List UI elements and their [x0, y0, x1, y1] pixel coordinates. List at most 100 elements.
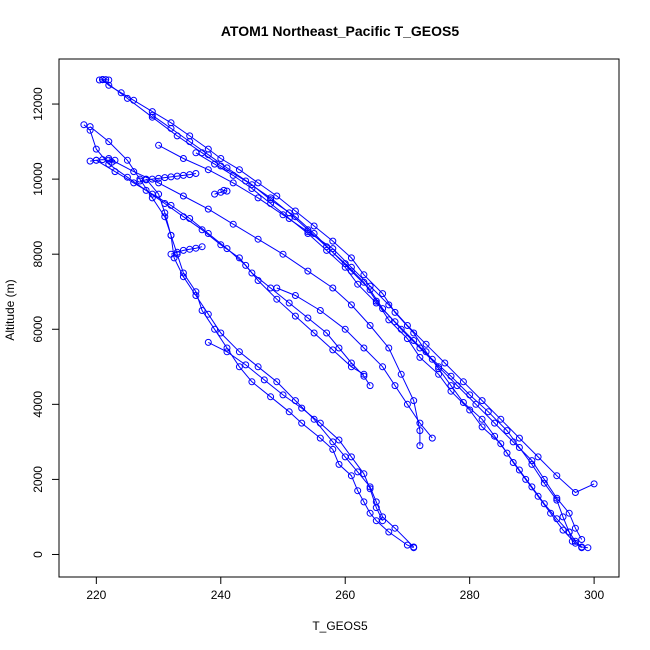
x-axis: 220 240 260 280 300	[86, 576, 604, 602]
data-point	[410, 543, 418, 551]
data-point	[435, 370, 443, 378]
data-point	[397, 325, 405, 333]
data-point	[242, 361, 250, 369]
data-point	[192, 292, 200, 299]
x-tick-label: 280	[460, 588, 480, 602]
data-point	[522, 475, 530, 483]
data-point	[366, 322, 374, 329]
data-point	[416, 427, 424, 435]
data-point	[291, 312, 299, 320]
data-point	[385, 528, 393, 536]
data-point	[428, 355, 436, 363]
data-point	[360, 344, 368, 352]
data-point	[385, 316, 393, 324]
data-point	[111, 168, 119, 176]
data-point	[267, 393, 275, 401]
data-point	[335, 344, 343, 352]
data-point	[254, 235, 262, 243]
data-point	[341, 325, 349, 333]
data-point	[478, 423, 486, 431]
series-14	[167, 243, 206, 258]
data-point	[310, 222, 318, 230]
data-point	[323, 246, 331, 254]
data-point	[347, 453, 355, 461]
data-point	[391, 318, 399, 326]
data-point	[198, 226, 206, 234]
data-point	[416, 353, 424, 361]
x-tick-label: 220	[86, 588, 106, 602]
data-point	[254, 194, 262, 202]
data-point	[167, 124, 175, 132]
data-point	[503, 449, 511, 457]
data-point	[248, 378, 256, 386]
data-point	[211, 160, 219, 168]
data-point	[123, 94, 131, 102]
series-11	[142, 175, 418, 551]
data-point	[179, 155, 187, 162]
data-point	[291, 292, 299, 299]
data-point	[534, 492, 542, 500]
data-point	[304, 267, 312, 275]
data-point	[403, 541, 411, 549]
data-point	[167, 250, 175, 258]
data-point	[491, 432, 499, 440]
data-point	[235, 166, 243, 174]
data-point	[385, 301, 393, 309]
data-point	[291, 213, 299, 221]
data-point	[148, 194, 156, 202]
y-tick-label: 6000	[31, 316, 45, 343]
data-point	[466, 391, 474, 399]
series-line	[96, 159, 365, 375]
data-point	[204, 151, 212, 159]
data-point	[540, 500, 548, 508]
data-point	[130, 179, 138, 187]
x-tick-label: 300	[584, 588, 604, 602]
data-point	[105, 81, 113, 89]
data-point	[534, 453, 542, 461]
data-point	[235, 363, 243, 371]
data-point	[459, 399, 467, 406]
data-point	[279, 391, 287, 399]
data-point	[403, 322, 411, 329]
data-point	[179, 273, 187, 281]
series-line	[208, 341, 384, 521]
data-point	[497, 415, 505, 423]
chart-title: ATOM1 Northeast_Pacific T_GEOS5	[221, 23, 460, 39]
data-point	[217, 241, 225, 249]
data-point	[366, 282, 374, 290]
y-tick-label: 2000	[31, 466, 45, 493]
data-point	[391, 308, 399, 316]
series-line	[276, 287, 433, 439]
data-point	[267, 196, 275, 204]
data-point	[86, 126, 94, 134]
data-point	[235, 348, 243, 356]
data-point	[80, 121, 88, 129]
data-point	[285, 299, 293, 307]
data-point	[248, 185, 256, 192]
data-point	[347, 363, 355, 371]
data-point	[372, 297, 380, 305]
data-point	[568, 537, 576, 545]
data-point	[254, 363, 262, 371]
y-tick-label: 8000	[31, 241, 45, 268]
data-point	[360, 470, 368, 478]
data-point	[372, 504, 380, 512]
data-point	[491, 419, 499, 427]
data-point	[416, 419, 424, 427]
data-point	[186, 138, 194, 146]
data-point	[142, 186, 150, 194]
series-5	[155, 141, 598, 496]
data-point	[347, 472, 355, 480]
series-13	[136, 170, 200, 185]
data-point	[204, 205, 212, 213]
data-point	[310, 415, 318, 423]
data-point	[310, 329, 318, 337]
data-point	[515, 434, 523, 442]
data-point	[360, 271, 368, 279]
data-point	[204, 230, 212, 237]
data-point	[329, 445, 337, 453]
data-point	[478, 415, 486, 423]
series-15	[86, 156, 119, 166]
